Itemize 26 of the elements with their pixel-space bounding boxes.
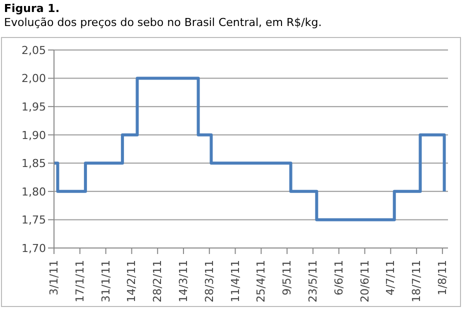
x-tick-label: 28/2/11 (151, 260, 164, 302)
y-tick-label: 1,85 (22, 157, 46, 170)
x-tick-label: 31/1/11 (99, 260, 112, 302)
x-tick-label: 28/3/11 (202, 260, 216, 302)
y-tick-label: 1,70 (22, 242, 46, 255)
x-tick-label: 18/7/11 (410, 260, 424, 302)
x-tick-label: 14/3/11 (176, 260, 190, 302)
y-tick-label: 1,95 (22, 100, 46, 114)
chart-subtitle: Evolução dos preços do sebo no Brasil Central, em R$/kg. (4, 16, 322, 29)
x-tick-label: 17/1/11 (73, 260, 86, 302)
y-tick-label: 1,90 (22, 128, 46, 142)
x-tick-label: 25/4/11 (254, 260, 268, 302)
y-tick-label: 2,05 (22, 44, 46, 57)
x-tick-label: 11/4/11 (228, 260, 242, 302)
x-tick-label: 14/2/11 (125, 260, 138, 302)
chart-title: Figura 1. (4, 2, 60, 15)
y-tick-label: 1,75 (22, 214, 46, 227)
x-tick-label: 9/5/11 (280, 260, 294, 296)
x-tick-label: 4/7/11 (384, 260, 398, 296)
x-tick-label: 20/6/11 (358, 260, 372, 302)
x-tick-label: 1/8/11 (436, 260, 449, 296)
x-tick-label: 6/6/11 (332, 260, 346, 296)
x-tick-label: 23/5/11 (306, 260, 320, 302)
y-tick-label: 2,00 (22, 72, 46, 86)
x-tick-label: 3/1/11 (48, 260, 60, 296)
y-tick-label: 1,80 (22, 185, 46, 198)
